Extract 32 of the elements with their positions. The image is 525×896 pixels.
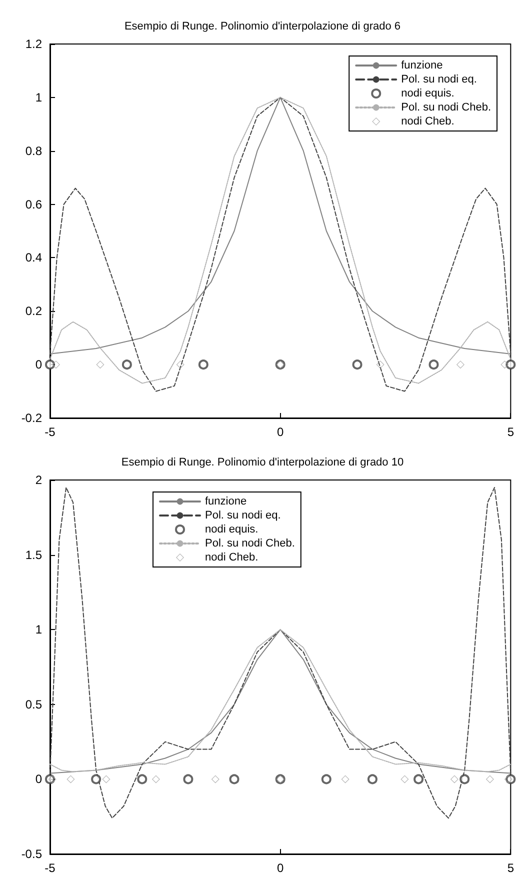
- legend-label: nodi equis.: [401, 88, 454, 100]
- chart-title: Esempio di Runge. Polinomio d'interpolazione di grado 6: [124, 20, 401, 32]
- legend-label: nodi Cheb.: [401, 116, 454, 128]
- x-tick-label: -5: [44, 861, 56, 875]
- y-tick-label: 0.4: [25, 250, 42, 265]
- legend-label: Pol. su nodi Cheb.: [401, 102, 491, 114]
- y-tick-label: 0.6: [25, 197, 42, 212]
- y-tick-label: -0.5: [21, 847, 42, 861]
- legend-label: Pol. su nodi Cheb.: [205, 538, 295, 550]
- y-tick-label: 0.8: [25, 144, 42, 158]
- y-tick-label: 1: [35, 622, 42, 637]
- legend-label: nodi equis.: [205, 524, 258, 536]
- x-tick-label: 0: [276, 425, 284, 439]
- y-tick-label: -0.2: [21, 411, 42, 425]
- y-tick-label: 1: [35, 90, 42, 104]
- x-tick-label: 5: [507, 861, 514, 875]
- y-tick-label: 1.2: [25, 37, 42, 51]
- legend-label: funzione: [205, 496, 247, 508]
- x-tick-label: -5: [44, 425, 56, 439]
- legend-label: Pol. su nodi eq.: [205, 510, 281, 522]
- y-tick-label: 0.2: [25, 304, 42, 318]
- y-tick-label: 1.5: [25, 548, 42, 562]
- x-tick-label: 0: [276, 861, 284, 875]
- legend-label: nodi Cheb.: [205, 552, 258, 564]
- x-tick-label: 5: [507, 425, 514, 439]
- chart-title: Esempio di Runge. Polinomio d'interpolazione di grado 10: [121, 456, 404, 468]
- y-tick-label: 0: [35, 772, 42, 786]
- legend-label: Pol. su nodi eq.: [401, 74, 477, 86]
- legend-label: funzione: [401, 60, 443, 72]
- y-tick-label: 0: [35, 358, 42, 372]
- y-tick-label: 2: [35, 473, 42, 487]
- y-tick-label: 0.5: [25, 697, 42, 712]
